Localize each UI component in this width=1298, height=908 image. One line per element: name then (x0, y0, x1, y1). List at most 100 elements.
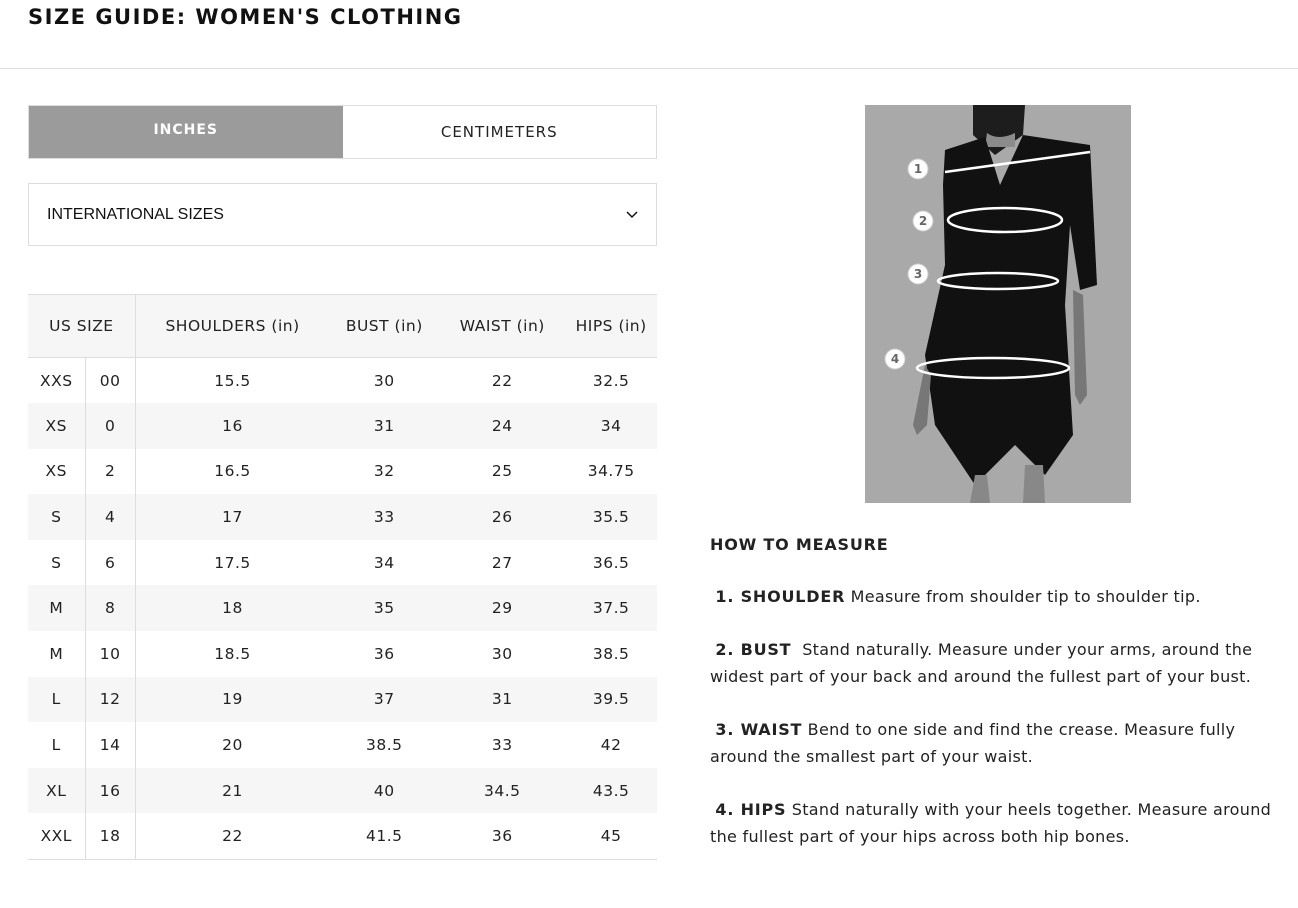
table-row: L 12 19 37 31 39.5 (28, 676, 657, 723)
cell-waist: 36 (439, 813, 566, 860)
cell-waist: 24 (439, 403, 566, 449)
cell-us-size: S (28, 494, 85, 540)
cell-size-number: 0 (84, 403, 136, 449)
cell-waist: 27 (491, 553, 513, 572)
cell-waist: 25 (491, 462, 513, 481)
cell-waist: 34.5 (439, 767, 566, 814)
cell-shoulders: 19 (134, 676, 330, 723)
cell-size-number: 10 (84, 631, 136, 677)
instruction-label: 3. WAIST (715, 720, 803, 739)
inches-tab[interactable]: INCHES (29, 106, 343, 158)
cell-us-size: XL (28, 767, 85, 814)
cell-waist: 31 (439, 676, 566, 723)
size-system-select[interactable]: INTERNATIONAL SIZES (28, 183, 657, 246)
instruction-text: Stand naturally. Measure under your arms… (710, 640, 1253, 686)
cell-bust: 37 (329, 676, 440, 723)
table-row: XXS 00 15.5 30 22 32.5 (28, 357, 657, 404)
table-row: M 8 18 35 29 37.5 (28, 585, 657, 632)
cell-waist: 29 (439, 585, 566, 632)
unit-toggle: INCHES CENTIMETERS (28, 105, 657, 159)
instruction-text: Measure from shoulder tip to shoulder ti… (850, 587, 1201, 606)
size-table: US SIZE SHOULDERS (in) BUST (in) WAIST (… (28, 294, 657, 860)
cell-us-size: M (49, 644, 64, 663)
cell-size-number: 2 (84, 448, 136, 495)
instruction-waist: 3. WAIST Bend to one side and find the c… (710, 716, 1280, 770)
marker-3: 3 (914, 267, 922, 281)
divider (0, 68, 1298, 69)
instruction-label: 4. HIPS (715, 800, 787, 819)
cell-size-number: 18 (84, 813, 136, 860)
table-row: XL 16 21 40 34.5 43.5 (28, 767, 657, 814)
cell-us-size: XS (45, 462, 67, 481)
instruction-text: Stand naturally with your heels together… (710, 800, 1272, 846)
cell-hips: 34 (565, 403, 657, 449)
cell-hips: 36.5 (592, 553, 630, 572)
marker-1: 1 (914, 162, 922, 176)
table-row: M 10 18.5 36 30 38.5 (28, 631, 657, 677)
cell-hips: 42 (600, 736, 622, 755)
cell-waist: 22 (491, 371, 513, 390)
how-to-measure-title: HOW TO MEASURE (710, 535, 889, 554)
chevron-down-icon (626, 210, 638, 218)
cell-us-size: L (51, 736, 61, 755)
instruction-hips: 4. HIPS Stand naturally with your heels … (710, 796, 1280, 850)
table-row: XS 2 16.5 32 25 34.75 (28, 448, 657, 495)
table-row: S 4 17 33 26 35.5 (28, 494, 657, 540)
cell-bust: 34 (373, 553, 395, 572)
cell-hips: 43.5 (565, 767, 657, 814)
centimeters-tab[interactable]: CENTIMETERS (440, 123, 558, 141)
cell-size-number: 4 (84, 494, 136, 540)
cell-shoulders: 18.5 (134, 631, 330, 677)
instruction-text: Bend to one side and find the crease. Me… (710, 720, 1236, 766)
header-bust: BUST (in) (329, 294, 440, 358)
cell-shoulders: 22 (134, 813, 330, 860)
cell-hips: 35.5 (565, 494, 657, 540)
cell-bust: 41.5 (329, 813, 440, 860)
table-row: XXL 18 22 41.5 36 45 (28, 813, 657, 860)
cell-shoulders: 20 (134, 722, 330, 768)
cell-shoulders: 16 (134, 403, 330, 449)
table-header-row: US SIZE SHOULDERS (in) BUST (in) WAIST (… (28, 294, 657, 358)
cell-hips: 32.5 (592, 371, 630, 390)
cell-bust: 31 (329, 403, 440, 449)
instruction-label: 1. SHOULDER (715, 587, 846, 606)
cell-size-number: 8 (84, 585, 136, 632)
cell-bust: 40 (329, 767, 440, 814)
cell-bust: 35 (329, 585, 440, 632)
cell-us-size: M (28, 585, 85, 632)
table-row: S 6 17.5 34 27 36.5 (28, 539, 657, 586)
cell-us-size: XS (28, 403, 85, 449)
cell-shoulders: 21 (134, 767, 330, 814)
cell-bust: 38.5 (366, 736, 403, 755)
header-hips: HIPS (in) (565, 294, 657, 358)
cell-shoulders: 16.5 (134, 448, 330, 495)
cell-us-size: XXS (39, 371, 73, 390)
page-title: SIZE GUIDE: WOMEN'S CLOTHING (28, 5, 463, 29)
cell-hips: 39.5 (565, 676, 657, 723)
cell-size-number: 6 (84, 539, 136, 586)
cell-size-number: 14 (84, 722, 136, 768)
header-shoulders: SHOULDERS (in) (134, 294, 330, 358)
cell-bust: 30 (373, 371, 395, 390)
instruction-shoulder: 1. SHOULDER Measure from shoulder tip to… (710, 583, 1280, 610)
size-system-value: INTERNATIONAL SIZES (47, 205, 224, 223)
cell-shoulders: 17.5 (134, 539, 330, 586)
cell-bust: 36 (373, 644, 395, 663)
cell-us-size: XXL (28, 813, 85, 860)
marker-4: 4 (891, 352, 899, 366)
cell-waist: 30 (491, 644, 513, 663)
instruction-bust: 2. BUST Stand naturally. Measure under y… (710, 636, 1280, 690)
cell-hips: 38.5 (592, 644, 630, 663)
cell-size-number: 00 (84, 357, 136, 404)
instruction-label: 2. BUST (715, 640, 792, 659)
cell-shoulders: 17 (134, 494, 330, 540)
cell-size-number: 16 (84, 767, 136, 814)
cell-bust: 33 (329, 494, 440, 540)
cell-hips: 37.5 (565, 585, 657, 632)
cell-size-number: 12 (84, 676, 136, 723)
cell-hips: 34.75 (587, 462, 635, 481)
measurement-diagram-image: 1 2 3 4 (865, 105, 1131, 503)
marker-2: 2 (919, 214, 927, 228)
header-waist: WAIST (in) (439, 294, 566, 358)
cell-bust: 32 (373, 462, 395, 481)
